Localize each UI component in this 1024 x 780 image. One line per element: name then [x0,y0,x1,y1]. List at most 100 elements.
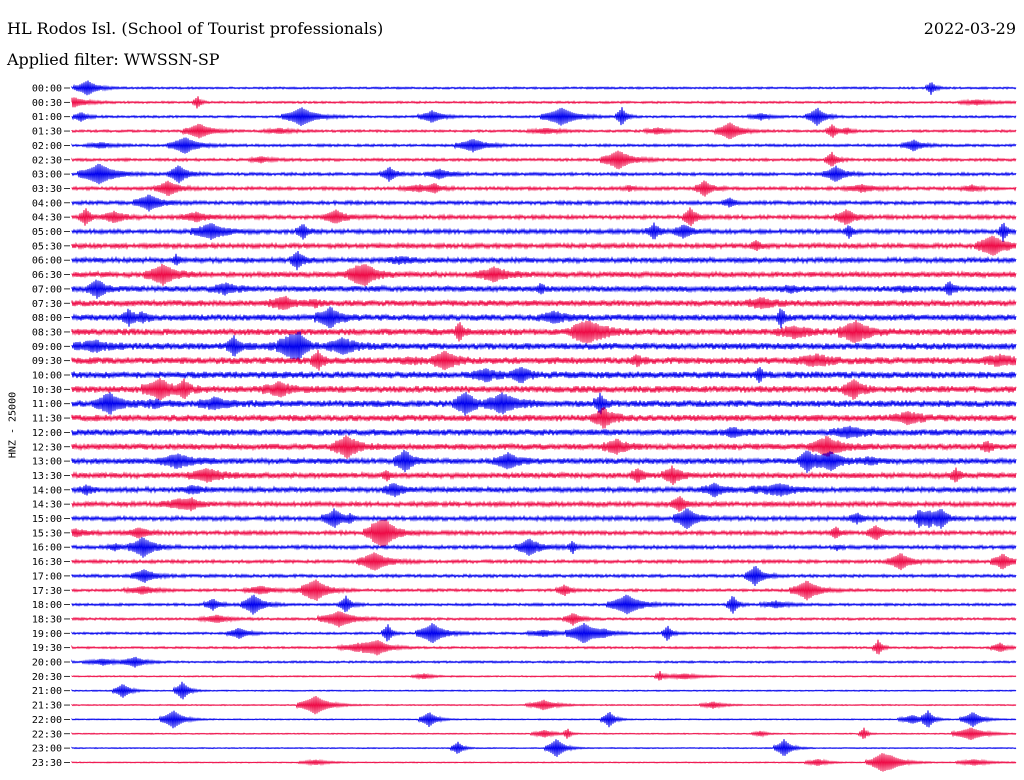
trace-row [71,96,1017,109]
seismic-traces [71,80,1017,772]
time-tick-label: 19:00 [32,629,62,640]
trace-row [71,753,1017,772]
time-tick-label: 02:00 [32,141,62,152]
time-tick-label: 15:30 [32,528,62,539]
time-tick-label: 01:00 [32,112,62,123]
trace-row [71,435,1017,459]
trace-row [71,519,1017,547]
time-tick-label: 01:30 [32,127,62,138]
time-tick-label: 20:30 [32,672,62,683]
trace-row [71,235,1017,256]
time-tick-label: 16:00 [32,543,62,554]
trace-row [71,681,1017,700]
trace-row [71,194,1017,212]
trace-row [71,552,1017,571]
time-tick-label: 04:30 [32,213,62,224]
time-tick-label: 09:00 [32,342,62,353]
trace-row [71,122,1017,140]
trace-row [71,696,1017,715]
time-tick-label: 07:30 [32,299,62,310]
time-tick-label: 05:00 [32,227,62,238]
time-tick-label: 21:30 [32,701,62,712]
time-tick-label: 08:30 [32,327,62,338]
time-tick-label: 11:00 [32,399,62,410]
time-tick-label: 11:30 [32,414,62,425]
trace-row [71,465,1017,485]
time-tick-label: 20:00 [32,658,62,669]
trace-row [71,727,1017,741]
time-tick-label: 22:00 [32,715,62,726]
time-tick-label: 14:00 [32,485,62,496]
trace-row [71,656,1017,668]
trace-row [71,377,1017,401]
trace-row [71,496,1017,512]
time-tick-label: 22:30 [32,729,62,740]
trace-row [71,594,1017,615]
trace-row [71,295,1017,310]
time-tick-label: 23:30 [32,758,62,769]
time-tick-label: 12:00 [32,428,62,439]
time-tick-label: 07:00 [32,284,62,295]
trace-row [71,508,1017,529]
time-tick-label: 09:30 [32,356,62,367]
time-tick-label: 00:30 [32,98,62,109]
time-tick-label: 00:00 [32,84,62,95]
time-tick-label: 03:00 [32,170,62,181]
filter-label: Applied filter: WWSSN-SP [7,50,220,69]
time-tick-label: 04:00 [32,198,62,209]
trace-row [71,137,1017,154]
time-tick-labels: 00:00 00:30 01:00 01:30 02:00 02:30 03:00 03:30… [32,84,70,769]
time-tick-label: 13:00 [32,457,62,468]
time-tick-label: 18:30 [32,614,62,625]
trace-row [71,639,1017,656]
time-tick-label: 23:00 [32,744,62,755]
station-title: HL Rodos Isl. (School of Tourist profess… [7,19,384,38]
time-tick-label: 08:00 [32,313,62,324]
trace-row [71,710,1017,729]
trace-row [71,611,1017,628]
trace-row [71,366,1017,384]
time-tick-label: 21:00 [32,686,62,697]
time-tick-label: 05:30 [32,241,62,252]
trace-row [71,180,1017,197]
trace-row [71,623,1017,644]
time-tick-label: 13:30 [32,471,62,482]
time-tick-label: 17:30 [32,586,62,597]
trace-row [71,331,1017,363]
time-tick-label: 14:30 [32,500,62,511]
time-tick-label: 19:30 [32,643,62,654]
time-tick-label: 10:00 [32,371,62,382]
trace-row [71,163,1017,185]
trace-row [71,250,1017,271]
trace-row [71,150,1017,170]
time-tick-label: 15:00 [32,514,62,525]
time-tick-label: 03:30 [32,184,62,195]
trace-row [71,739,1017,757]
trace-row [71,537,1017,558]
trace-row [71,107,1017,126]
trace-row [71,392,1017,416]
trace-row [71,425,1017,439]
trace-row [71,80,1017,96]
trace-row [71,306,1017,329]
trace-row [71,263,1017,287]
time-tick-label: 17:00 [32,571,62,582]
trace-row [71,482,1017,498]
trace-row [71,222,1017,242]
trace-row [71,671,1017,681]
time-tick-label: 10:30 [32,385,62,396]
trace-row [71,566,1017,587]
date-label: 2022-03-29 [923,19,1016,38]
trace-row [71,407,1017,429]
trace-row [71,579,1017,601]
time-tick-label: 02:30 [32,155,62,166]
trace-row [71,349,1017,371]
time-tick-label: 06:30 [32,270,62,281]
trace-row [71,449,1017,473]
trace-row [71,279,1017,299]
trace-row [71,320,1017,344]
time-tick-label: 12:30 [32,442,62,453]
time-tick-label: 18:00 [32,600,62,611]
trace-row [71,207,1017,227]
